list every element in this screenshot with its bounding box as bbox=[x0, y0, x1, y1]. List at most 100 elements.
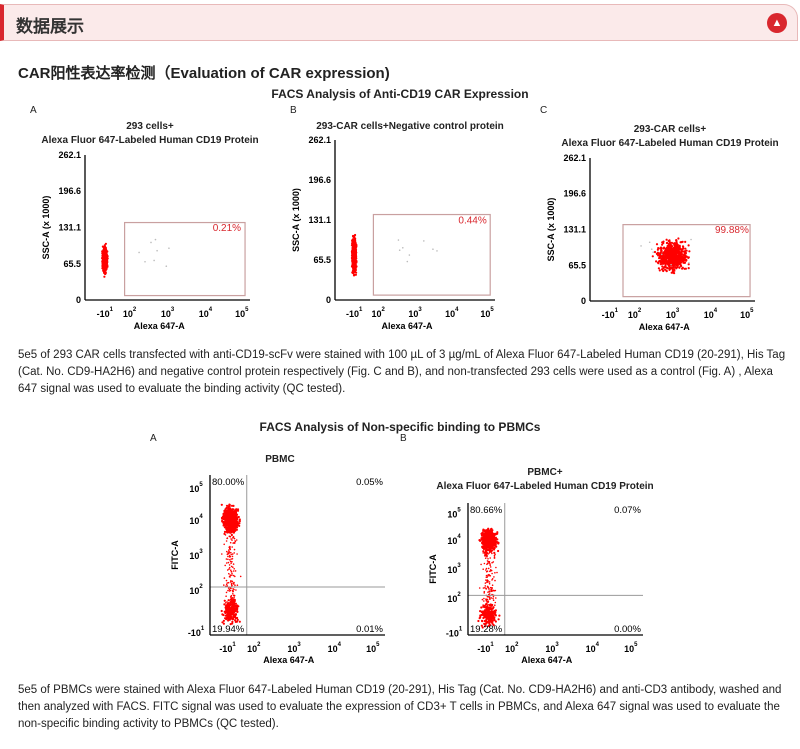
quadrant-ur-percent: 0.05% bbox=[356, 477, 383, 488]
event-dot bbox=[483, 590, 486, 593]
event-dot bbox=[690, 238, 692, 241]
event-dot bbox=[487, 560, 490, 563]
event-dot bbox=[676, 264, 679, 267]
event-dot bbox=[105, 262, 108, 265]
event-dot bbox=[230, 562, 232, 564]
event-dot bbox=[489, 566, 492, 568]
event-dot bbox=[232, 574, 235, 577]
x-axis-label: Alexa 647-A bbox=[639, 322, 691, 332]
event-dot bbox=[486, 581, 488, 583]
event-dot bbox=[486, 602, 488, 605]
y-tick-label: 262.1 bbox=[308, 135, 331, 145]
event-dot bbox=[671, 270, 674, 273]
plot-title-line: Alexa Fluor 647-Labeled Human CD19 Prote… bbox=[561, 138, 779, 149]
event-dot bbox=[481, 626, 484, 629]
event-dot bbox=[489, 597, 491, 600]
event-dot bbox=[138, 251, 140, 254]
event-dot bbox=[495, 566, 497, 569]
event-dot bbox=[223, 599, 226, 602]
event-dot bbox=[661, 265, 664, 268]
event-dot bbox=[682, 250, 685, 253]
quadrant-ll-percent: 19.94% bbox=[212, 624, 245, 635]
event-dot bbox=[684, 247, 687, 250]
event-dot bbox=[223, 509, 226, 512]
event-dot bbox=[232, 593, 234, 595]
event-dot bbox=[227, 561, 230, 564]
event-dot bbox=[156, 249, 158, 252]
event-dot bbox=[485, 579, 487, 581]
event-dot bbox=[680, 241, 683, 244]
event-dot bbox=[675, 246, 678, 249]
event-dot bbox=[662, 253, 665, 256]
panel-label: A bbox=[30, 105, 37, 116]
gate-rect bbox=[622, 224, 751, 298]
event-dot bbox=[228, 612, 231, 615]
event-dot bbox=[487, 580, 489, 582]
event-dot bbox=[673, 255, 676, 259]
event-dot bbox=[102, 255, 105, 258]
section-header: 数据展示 ▲ bbox=[0, 4, 798, 41]
event-dot bbox=[226, 582, 229, 584]
event-dot bbox=[480, 610, 483, 614]
y-tick-label: 262.1 bbox=[563, 153, 586, 163]
quadrant-lr-percent: 0.00% bbox=[614, 624, 641, 635]
event-dot bbox=[230, 597, 233, 599]
event-dot bbox=[230, 583, 233, 586]
event-dot bbox=[353, 260, 357, 263]
y-tick-label: 0 bbox=[326, 295, 331, 305]
event-dot bbox=[230, 582, 233, 585]
event-dot bbox=[351, 255, 354, 258]
event-dot bbox=[667, 249, 670, 252]
event-dot bbox=[658, 269, 661, 272]
event-dot bbox=[104, 271, 107, 275]
y-tick-label: 105 bbox=[189, 482, 203, 494]
collapse-toggle-button[interactable]: ▲ bbox=[767, 13, 787, 33]
event-dot bbox=[656, 261, 660, 264]
scatter-plot-A: 0.21% 0 65.5 131.1 196.6 262.1 -101 102 103 104 10… bbox=[41, 150, 250, 331]
event-dot bbox=[235, 608, 238, 611]
event-dot bbox=[228, 599, 230, 601]
event-dot bbox=[491, 572, 493, 575]
event-dot bbox=[482, 587, 485, 589]
event-dot bbox=[492, 548, 496, 551]
event-dot bbox=[480, 606, 483, 609]
event-dot bbox=[398, 249, 401, 252]
event-dot bbox=[223, 603, 226, 606]
event-dot bbox=[481, 537, 484, 540]
event-dot bbox=[492, 541, 495, 544]
event-dot bbox=[225, 579, 228, 582]
y-tick-label: -101 bbox=[446, 626, 463, 638]
event-dot bbox=[232, 570, 235, 572]
event-dot bbox=[487, 607, 489, 610]
event-dot bbox=[640, 245, 642, 247]
event-dot bbox=[485, 613, 488, 616]
x-tick-label: 105 bbox=[740, 308, 754, 320]
event-dot bbox=[684, 259, 688, 262]
event-dot bbox=[497, 549, 500, 553]
event-dot bbox=[355, 265, 358, 268]
event-dot bbox=[492, 561, 495, 563]
event-dot bbox=[667, 264, 671, 267]
event-dot bbox=[491, 588, 493, 590]
event-dot bbox=[234, 598, 236, 601]
event-dot bbox=[236, 604, 239, 607]
event-dot bbox=[488, 573, 490, 576]
event-dot bbox=[488, 623, 491, 627]
event-dot bbox=[490, 546, 493, 549]
event-dot bbox=[485, 569, 487, 571]
event-dot bbox=[664, 263, 667, 266]
event-dot bbox=[232, 599, 235, 602]
event-dot bbox=[227, 602, 230, 605]
event-dot bbox=[490, 590, 493, 593]
event-dot bbox=[487, 567, 490, 570]
event-dot bbox=[491, 620, 494, 623]
car-description: 5e5 of 293 CAR cells transfected with an… bbox=[18, 349, 786, 395]
event-dot bbox=[480, 624, 483, 627]
event-dot bbox=[492, 535, 495, 538]
event-dot bbox=[222, 520, 225, 524]
event-dot bbox=[231, 572, 233, 575]
event-dot bbox=[231, 620, 234, 623]
y-tick-label: 103 bbox=[189, 549, 203, 561]
event-dot bbox=[485, 534, 488, 537]
event-dot bbox=[664, 268, 667, 271]
